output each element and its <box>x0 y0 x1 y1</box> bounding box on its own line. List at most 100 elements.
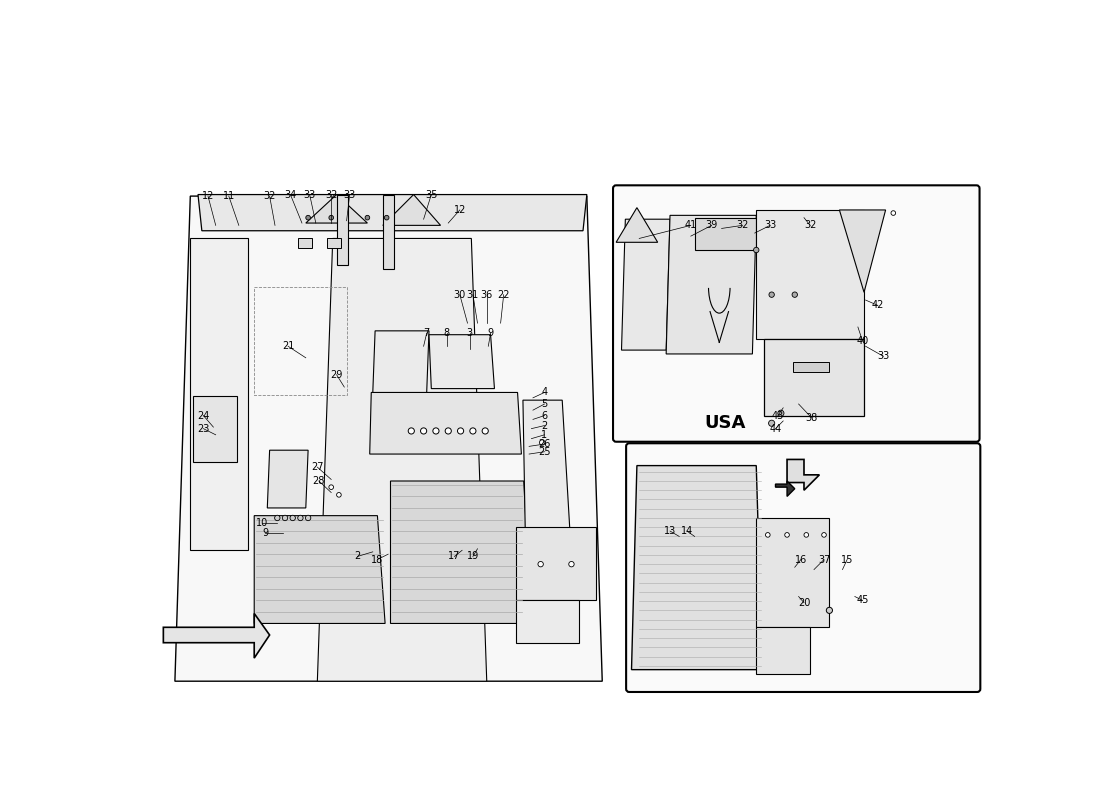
Text: 41: 41 <box>684 220 697 230</box>
Polygon shape <box>757 518 829 627</box>
Text: 35: 35 <box>425 190 438 199</box>
FancyBboxPatch shape <box>626 443 980 692</box>
Polygon shape <box>373 331 429 393</box>
Polygon shape <box>839 210 886 292</box>
Polygon shape <box>667 215 757 354</box>
Text: 32: 32 <box>324 190 338 199</box>
Text: 4: 4 <box>541 387 548 398</box>
Text: eurospares: eurospares <box>440 540 580 560</box>
Polygon shape <box>198 194 587 230</box>
Text: 26: 26 <box>538 439 551 449</box>
Text: 42: 42 <box>871 301 884 310</box>
Polygon shape <box>516 600 580 642</box>
Polygon shape <box>163 614 270 658</box>
Text: 44: 44 <box>769 424 782 434</box>
Text: 16: 16 <box>795 554 807 565</box>
Text: 9: 9 <box>262 528 268 538</box>
Polygon shape <box>318 238 486 682</box>
Text: 6: 6 <box>541 410 548 421</box>
Text: 12: 12 <box>453 205 466 215</box>
Polygon shape <box>328 238 341 248</box>
Circle shape <box>769 292 774 298</box>
Circle shape <box>329 215 333 220</box>
Circle shape <box>306 515 311 521</box>
Circle shape <box>408 428 415 434</box>
Text: 22: 22 <box>497 290 510 300</box>
Polygon shape <box>175 196 603 682</box>
Text: 32: 32 <box>263 191 276 201</box>
Polygon shape <box>429 334 495 389</box>
Text: 33: 33 <box>877 351 890 362</box>
Text: 29: 29 <box>330 370 343 380</box>
Circle shape <box>754 247 759 253</box>
Circle shape <box>337 493 341 497</box>
Polygon shape <box>695 218 757 250</box>
Text: 31: 31 <box>466 290 478 300</box>
Text: 19: 19 <box>466 551 478 562</box>
Circle shape <box>778 410 784 416</box>
Polygon shape <box>522 400 570 531</box>
Polygon shape <box>776 481 794 496</box>
Text: 32: 32 <box>736 220 749 230</box>
Circle shape <box>306 215 310 220</box>
Circle shape <box>433 428 439 434</box>
FancyBboxPatch shape <box>613 186 980 442</box>
Circle shape <box>420 428 427 434</box>
Circle shape <box>458 428 464 434</box>
Text: 14: 14 <box>681 526 693 536</box>
Text: 45: 45 <box>856 595 869 606</box>
Text: 33: 33 <box>304 190 316 199</box>
Text: 33: 33 <box>343 190 355 199</box>
Text: 21: 21 <box>282 342 295 351</box>
Circle shape <box>769 420 774 426</box>
Text: 33: 33 <box>764 220 777 230</box>
Text: 13: 13 <box>664 526 676 536</box>
Text: 43: 43 <box>772 410 784 421</box>
Polygon shape <box>383 194 440 226</box>
Text: 5: 5 <box>541 399 548 409</box>
Circle shape <box>298 515 304 521</box>
Circle shape <box>792 292 798 298</box>
Polygon shape <box>267 450 308 508</box>
Circle shape <box>826 607 833 614</box>
Circle shape <box>539 440 544 445</box>
Circle shape <box>384 215 389 220</box>
Text: 28: 28 <box>312 476 326 486</box>
Polygon shape <box>793 362 829 372</box>
Polygon shape <box>631 466 762 670</box>
Polygon shape <box>254 516 385 623</box>
Text: 7: 7 <box>424 328 430 338</box>
Circle shape <box>283 515 288 521</box>
Text: 20: 20 <box>798 598 811 608</box>
Text: 24: 24 <box>197 410 210 421</box>
Polygon shape <box>390 481 531 623</box>
Polygon shape <box>621 219 670 350</box>
Text: 15: 15 <box>840 554 854 565</box>
Text: 36: 36 <box>481 290 493 300</box>
Text: 1: 1 <box>541 430 548 440</box>
Polygon shape <box>516 527 596 600</box>
Polygon shape <box>298 238 312 248</box>
Polygon shape <box>306 194 367 223</box>
Text: 30: 30 <box>453 290 466 300</box>
Text: 25: 25 <box>538 446 551 457</box>
Circle shape <box>470 428 476 434</box>
Circle shape <box>891 210 895 215</box>
Polygon shape <box>192 396 236 462</box>
Text: 11: 11 <box>222 191 235 201</box>
Text: 2: 2 <box>354 551 361 562</box>
Polygon shape <box>763 338 865 415</box>
Text: USA: USA <box>705 414 746 432</box>
Text: 40: 40 <box>857 336 869 346</box>
Text: 17: 17 <box>448 551 461 562</box>
Circle shape <box>275 515 280 521</box>
Circle shape <box>538 562 543 567</box>
Polygon shape <box>337 194 348 266</box>
Text: 32: 32 <box>804 220 816 230</box>
Text: 10: 10 <box>256 518 268 528</box>
Circle shape <box>569 562 574 567</box>
Text: 2: 2 <box>541 421 548 430</box>
Text: 9: 9 <box>487 328 494 338</box>
Text: eurospares: eurospares <box>232 255 372 275</box>
Text: 18: 18 <box>372 554 384 565</box>
